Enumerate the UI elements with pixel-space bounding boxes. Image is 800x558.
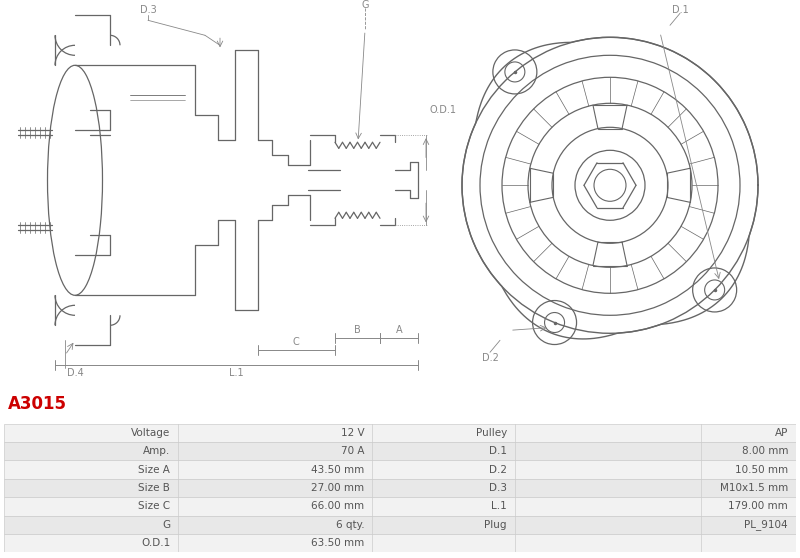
Text: Size B: Size B xyxy=(138,483,170,493)
Text: Amp.: Amp. xyxy=(143,446,170,456)
Text: 43.50 mm: 43.50 mm xyxy=(311,465,364,474)
Text: AP: AP xyxy=(774,428,788,437)
Text: 179.00 mm: 179.00 mm xyxy=(728,502,788,511)
Text: O.D.1: O.D.1 xyxy=(141,538,170,548)
Bar xyxy=(4,534,796,552)
Text: 8.00 mm: 8.00 mm xyxy=(742,446,788,456)
Text: 63.50 mm: 63.50 mm xyxy=(311,538,364,548)
Text: D.1: D.1 xyxy=(672,5,688,15)
Text: L.1: L.1 xyxy=(491,502,507,511)
Text: 66.00 mm: 66.00 mm xyxy=(311,502,364,511)
Bar xyxy=(4,442,796,460)
Text: L.1: L.1 xyxy=(229,368,243,378)
Text: 70 A: 70 A xyxy=(341,446,364,456)
Bar xyxy=(4,497,796,516)
Text: C: C xyxy=(293,337,299,347)
Text: G: G xyxy=(162,520,170,530)
Text: Plug: Plug xyxy=(485,520,507,530)
Text: A3015: A3015 xyxy=(8,395,67,413)
Text: PL_9104: PL_9104 xyxy=(745,519,788,530)
Bar xyxy=(4,479,796,497)
Bar xyxy=(4,516,796,534)
Text: D.3: D.3 xyxy=(489,483,507,493)
Text: B: B xyxy=(354,325,360,335)
Bar xyxy=(4,460,796,479)
Text: Size C: Size C xyxy=(138,502,170,511)
Text: 27.00 mm: 27.00 mm xyxy=(311,483,364,493)
Text: Pulley: Pulley xyxy=(476,428,507,437)
Text: A: A xyxy=(396,325,402,335)
Text: G: G xyxy=(362,1,369,10)
Text: D.3: D.3 xyxy=(140,5,156,15)
Text: D.4: D.4 xyxy=(66,368,83,378)
Text: O.D.1: O.D.1 xyxy=(430,105,457,116)
Text: Voltage: Voltage xyxy=(131,428,170,437)
Text: D.2: D.2 xyxy=(489,465,507,474)
Text: 6 qty.: 6 qty. xyxy=(336,520,364,530)
Text: D.1: D.1 xyxy=(489,446,507,456)
Text: 12 V: 12 V xyxy=(341,428,364,437)
Text: Size A: Size A xyxy=(138,465,170,474)
Text: D.2: D.2 xyxy=(482,353,498,363)
Text: 10.50 mm: 10.50 mm xyxy=(735,465,788,474)
Bar xyxy=(4,424,796,442)
Text: M10x1.5 mm: M10x1.5 mm xyxy=(720,483,788,493)
